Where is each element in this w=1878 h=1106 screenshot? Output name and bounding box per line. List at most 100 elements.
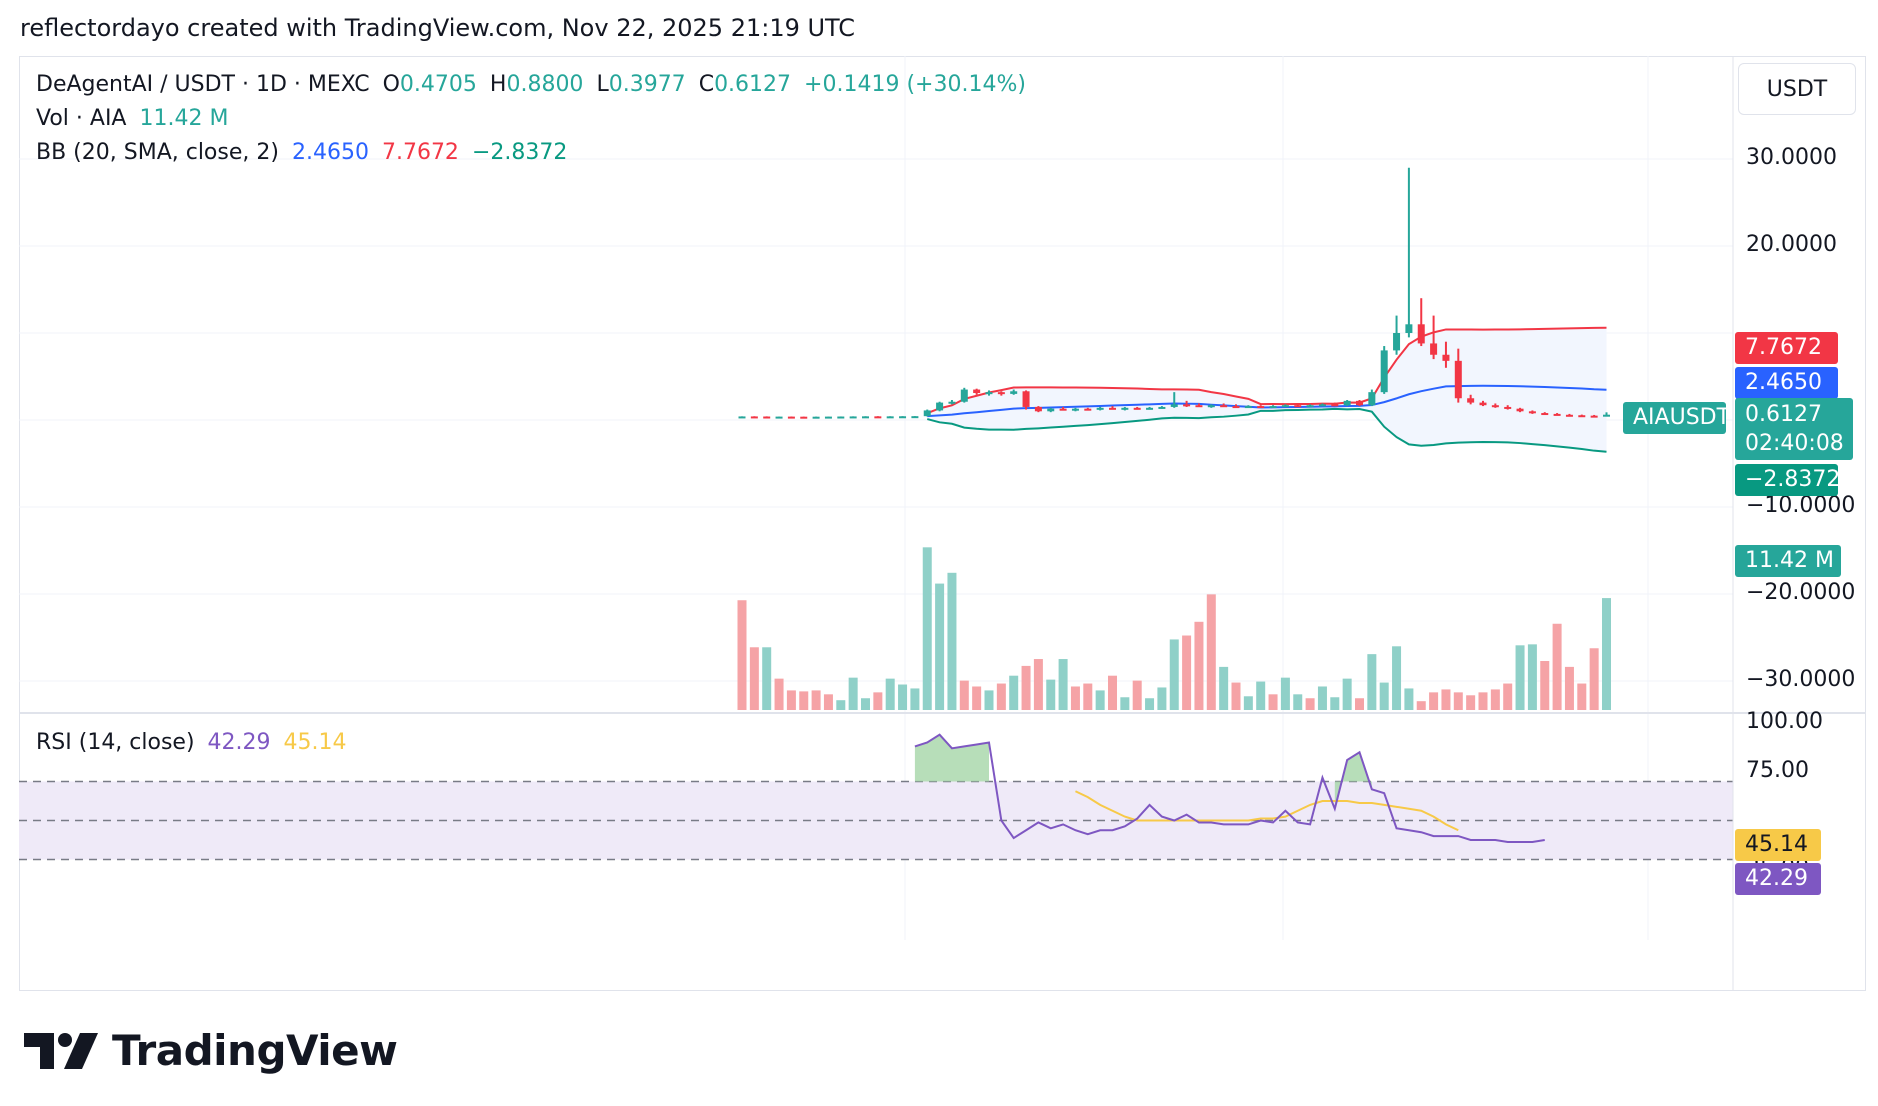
candle-body xyxy=(1565,414,1573,417)
price-tick-label: 20.0000 xyxy=(1746,232,1837,257)
rsi-ma-line xyxy=(1075,790,1459,832)
candle-body xyxy=(1528,411,1536,414)
bb-lower-tag: −2.8372 xyxy=(1735,464,1840,496)
bb-upper-tag: 7.7672 xyxy=(1735,332,1838,364)
volume-bar xyxy=(1441,689,1451,710)
volume-bars xyxy=(737,547,1611,710)
currency-button[interactable]: USDT xyxy=(1738,63,1856,115)
candle-body xyxy=(1442,354,1450,361)
candle-body xyxy=(1467,398,1475,403)
bar-countdown: 02:40:08 xyxy=(1745,431,1844,456)
legend-rsi: RSI (14, close) 42.29 45.14 xyxy=(36,730,353,755)
candle-body xyxy=(1022,391,1030,407)
legend-rsi-label[interactable]: RSI (14, close) xyxy=(36,730,195,755)
chart-header: reflectordayo created with TradingView.c… xyxy=(20,14,856,42)
volume-bar xyxy=(972,686,982,710)
rsi-tick-label: 75.00 xyxy=(1746,757,1809,783)
volume-bar xyxy=(1268,694,1278,710)
volume-tag: 11.42 M xyxy=(1735,545,1841,577)
candle-body xyxy=(1133,407,1141,410)
legend-bb-label[interactable]: BB (20, SMA, close, 2) xyxy=(36,140,279,165)
legend-bb: BB (20, SMA, close, 2) 2.4650 7.7672 −2.… xyxy=(36,140,573,165)
candle-body xyxy=(1590,415,1598,418)
bb-fill xyxy=(927,327,1607,452)
candle-body xyxy=(1034,406,1042,412)
candle-body xyxy=(1318,404,1326,407)
candle-body xyxy=(1491,405,1499,408)
candle-body xyxy=(824,416,832,419)
volume-bar xyxy=(1231,682,1241,710)
candle-body xyxy=(911,416,919,419)
legend-o-value: 0.4705 xyxy=(399,72,477,97)
volume-bar xyxy=(1552,623,1562,710)
candle-body xyxy=(1010,391,1018,394)
legend-c-value: 0.6127 xyxy=(714,72,792,97)
volume-bar xyxy=(1429,692,1439,710)
volume-bar xyxy=(1145,698,1155,710)
legend-vol-label[interactable]: Vol · AIA xyxy=(36,106,127,131)
volume-bar xyxy=(1453,692,1463,710)
volume-bar xyxy=(836,700,846,710)
volume-bar xyxy=(848,677,858,710)
last-price-tag: 0.6127 02:40:08 xyxy=(1735,398,1853,460)
candle-body xyxy=(1417,324,1425,344)
volume-bar xyxy=(786,690,796,710)
rsi-tick-label: 100.00 xyxy=(1746,709,1823,734)
volume-bar xyxy=(1416,701,1426,710)
volume-bar xyxy=(1317,686,1327,710)
volume-bar xyxy=(1342,678,1352,710)
candle-body xyxy=(775,416,783,419)
legend-h-label: H xyxy=(489,72,507,97)
volume-bar xyxy=(996,683,1006,710)
candle-body xyxy=(1084,408,1092,411)
tradingview-wordmark: TradingView xyxy=(112,1026,398,1075)
volume-bar xyxy=(1108,675,1117,710)
candle-body xyxy=(960,389,968,402)
candle-body xyxy=(1109,407,1116,410)
legend-h-value: 0.8800 xyxy=(506,72,584,97)
volume-bar xyxy=(1009,675,1019,710)
volume-bar xyxy=(873,692,883,710)
legend-rsi-ma: 45.14 xyxy=(283,730,347,755)
candle-body xyxy=(862,416,869,419)
rsi-overbought-fill xyxy=(914,734,989,782)
volume-bar xyxy=(947,572,957,710)
candle-body xyxy=(1356,400,1363,406)
tradingview-logo[interactable]: TradingView xyxy=(24,1026,398,1075)
candle-body xyxy=(1257,406,1265,409)
volume-bar xyxy=(885,678,895,710)
candle-body xyxy=(1047,408,1055,412)
volume-bar xyxy=(1589,648,1599,710)
legend-o-label: O xyxy=(382,72,400,97)
candle-body xyxy=(874,416,882,419)
candles xyxy=(738,167,1610,419)
volume-bar xyxy=(1355,698,1364,710)
volume-bar xyxy=(762,647,772,710)
volume-bar xyxy=(1256,681,1266,710)
candle-body xyxy=(787,416,795,419)
candle-body xyxy=(1220,405,1228,408)
legend-symbol[interactable]: DeAgentAI / USDT · 1D · MEXC xyxy=(36,72,370,97)
candle-body xyxy=(750,416,758,419)
volume-bar xyxy=(1083,683,1093,710)
candle-body xyxy=(837,416,845,419)
symbol-tag: AIAUSDT xyxy=(1623,402,1730,434)
volume-bar xyxy=(1602,598,1611,710)
candle-body xyxy=(1232,406,1240,409)
volume-bar xyxy=(1157,687,1167,710)
candle-body xyxy=(849,416,857,419)
candle-body xyxy=(1306,405,1314,408)
candle-body xyxy=(899,416,907,419)
volume-bar xyxy=(922,547,932,710)
volume-bar xyxy=(823,694,833,710)
tradingview-logo-icon xyxy=(24,1032,98,1069)
candle-body xyxy=(763,416,771,419)
price-tick-label: −20.0000 xyxy=(1746,580,1856,605)
volume-bar xyxy=(1527,644,1537,710)
volume-bar xyxy=(1293,694,1303,710)
legend-vol-value: 11.42 M xyxy=(139,106,229,131)
volume-bar xyxy=(1243,696,1253,710)
candle-body xyxy=(1553,413,1561,416)
candle-body xyxy=(1195,405,1203,408)
